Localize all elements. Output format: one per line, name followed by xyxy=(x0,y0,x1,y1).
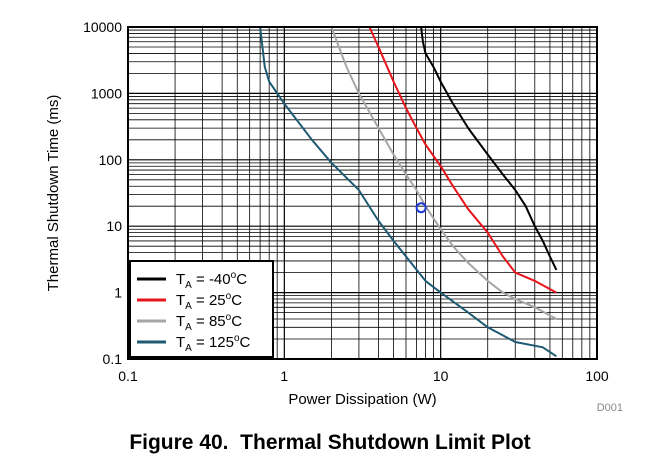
series-line-2 xyxy=(330,26,557,320)
highlight-marker xyxy=(415,202,427,214)
figure-id: D001 xyxy=(597,402,623,414)
legend-entry: TA = 125oC xyxy=(176,333,251,354)
x-axis-label: Power Dissipation (W) xyxy=(288,391,436,408)
series-line-3 xyxy=(259,26,557,358)
y-tick-label: 100 xyxy=(99,152,123,168)
y-axis-label: Thermal Shutdown Time (ms) xyxy=(45,95,62,292)
series-line-1 xyxy=(368,26,557,294)
x-tick-label: 10 xyxy=(433,368,449,384)
y-tick-label: 1 xyxy=(114,285,122,301)
figure-caption: Figure 40. Thermal Shutdown Limit Plot xyxy=(129,431,530,454)
y-tick-label: 10 xyxy=(106,218,122,234)
gridlines xyxy=(127,27,597,360)
x-tick-label: 1 xyxy=(280,368,288,384)
y-tick-label: 10000 xyxy=(83,19,122,35)
y-tick-label: 1000 xyxy=(91,85,122,101)
tick-labels: 0.1 1 10 100 0.1 1 10 100 1000 10000 xyxy=(83,19,609,384)
series-line-0 xyxy=(420,26,558,271)
x-tick-label: 100 xyxy=(585,368,609,384)
plot-border xyxy=(127,26,598,360)
legend-entry: TA = 85oC xyxy=(176,312,242,333)
legend-entry: TA = -40oC xyxy=(176,270,247,291)
legend-entry: TA = 25oC xyxy=(176,291,242,312)
data-series xyxy=(259,26,558,358)
y-tick-label: 0.1 xyxy=(103,351,123,367)
x-tick-label: 0.1 xyxy=(118,368,138,384)
